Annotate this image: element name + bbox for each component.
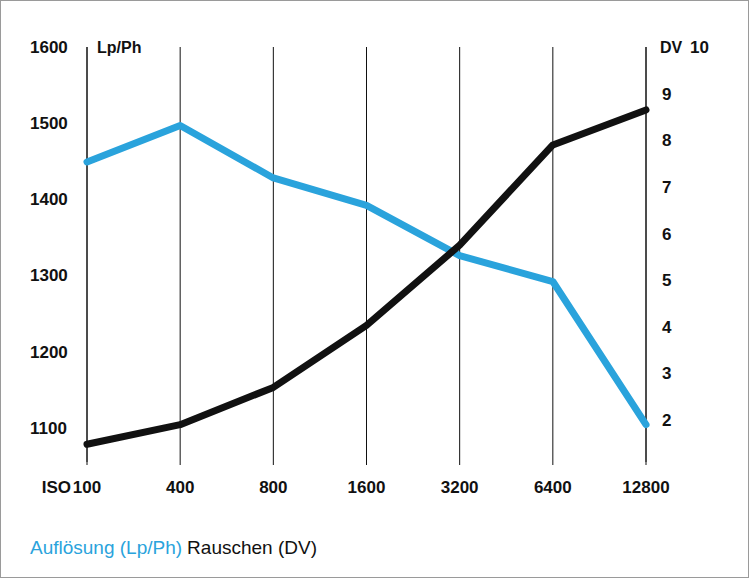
x-tick-label: 6400 — [534, 478, 572, 497]
y2-tick-label: 10 — [690, 38, 709, 57]
x-axis-label: ISO — [42, 478, 71, 497]
grid-line — [180, 47, 181, 465]
y2-tick-label: 4 — [662, 318, 672, 337]
legend-entry: Auflösung (Lp/Ph) — [30, 537, 182, 558]
series-line — [87, 110, 646, 444]
x-tick-label: 1600 — [348, 478, 386, 497]
y-axis-label: Lp/Ph — [97, 39, 141, 56]
picture-frame — [1, 1, 749, 578]
y2-tick-label: 9 — [662, 85, 671, 104]
legend-entry: Rauschen (DV) — [187, 537, 317, 558]
y-tick-label: 1100 — [30, 419, 67, 438]
y-tick-label: 1500 — [30, 114, 68, 133]
y2-tick-label: 3 — [662, 364, 671, 383]
chart: 1100 1200 1300 1400 1500 1600 Lp/Ph 2 3 4 5 6 7 8 9 10 D… — [0, 0, 749, 578]
x-tick-label: 400 — [166, 478, 194, 497]
y2-tick-label: 8 — [662, 131, 671, 150]
y2-axis-label: DV — [660, 39, 683, 56]
y-tick-label: 1200 — [30, 343, 68, 362]
y-tick-label: 1400 — [30, 190, 68, 209]
grid-line — [552, 47, 553, 465]
y2-tick-label: 6 — [662, 225, 671, 244]
x-tick-label: 3200 — [441, 478, 479, 497]
y-tick-label: 1300 — [30, 266, 68, 285]
y2-tick-label: 5 — [662, 271, 671, 290]
legend: Auflösung (Lp/Ph)Rauschen (DV) — [30, 537, 317, 558]
y2-tick-label: 2 — [662, 411, 671, 430]
series-line — [87, 125, 646, 424]
x-tick-label: 12800 — [622, 478, 669, 497]
y-tick-label: 1600 — [30, 38, 68, 57]
y2-tick-label: 7 — [662, 178, 671, 197]
x-tick-label: 800 — [259, 478, 287, 497]
grid-line — [87, 47, 88, 465]
plot-area — [87, 110, 646, 444]
grid-line — [273, 47, 274, 465]
grid-line — [366, 47, 367, 465]
x-tick-label: 100 — [73, 478, 101, 497]
